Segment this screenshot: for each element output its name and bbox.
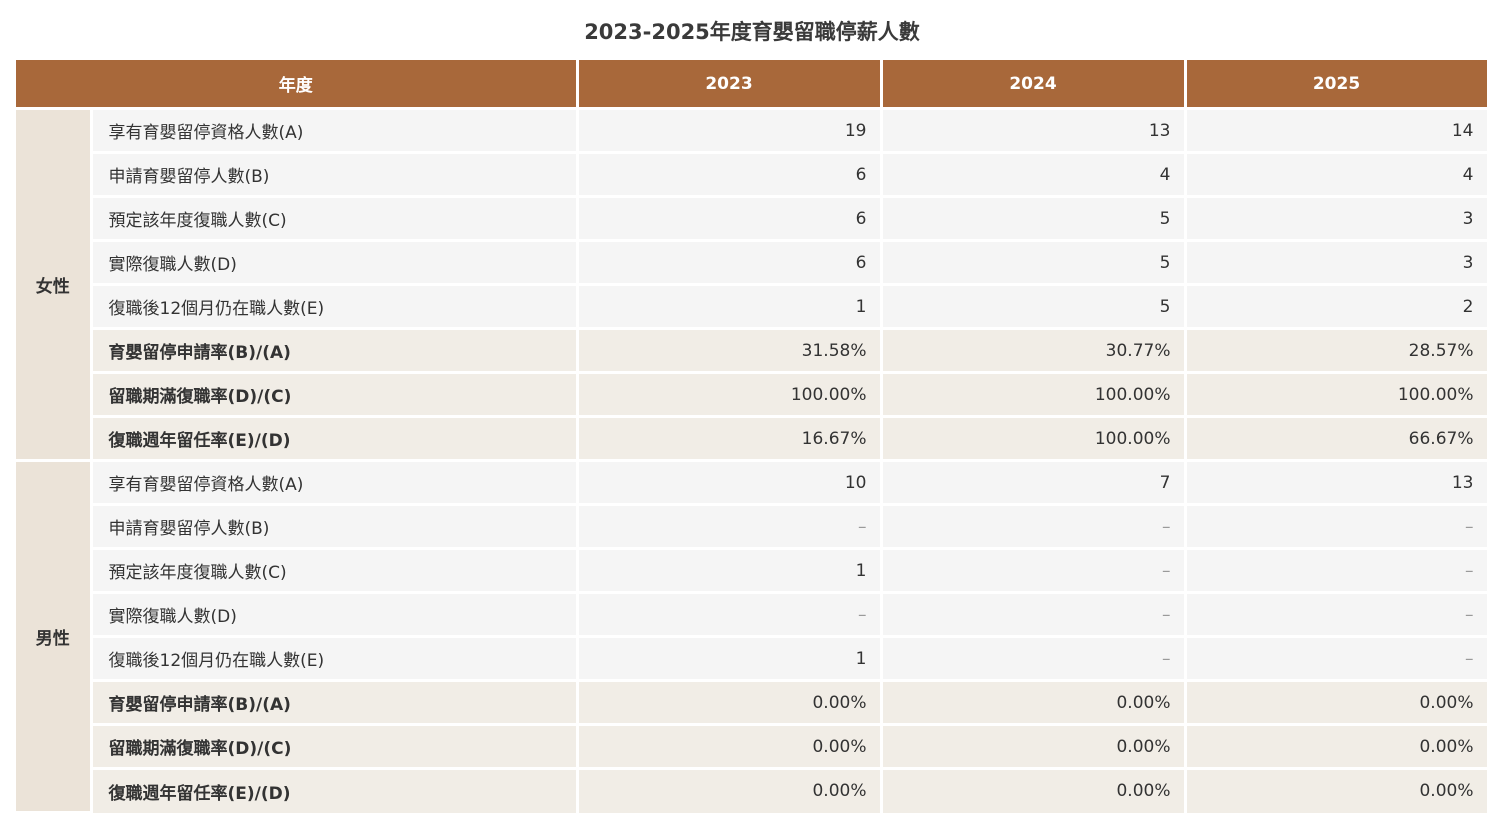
row-label: 復職後12個月仍在職人數(E) [89, 283, 579, 330]
header-year-2023: 2023 [575, 57, 883, 110]
table-row: 預定該年度復職人數(C) 6 5 3 [16, 195, 1490, 242]
cell-value: – [879, 547, 1187, 594]
header-year-label: 年度 [16, 57, 579, 110]
row-label: 享有育嬰留停資格人數(A) [89, 459, 579, 506]
row-label: 留職期滿復職率(D)/(C) [89, 371, 579, 418]
cell-value: 1 [575, 283, 883, 330]
cell-value: – [1183, 503, 1490, 550]
cell-value: 0.00% [879, 723, 1187, 770]
header-year-2025: 2025 [1183, 57, 1490, 110]
cell-value: 13 [879, 107, 1187, 154]
cell-value: 0.00% [1183, 679, 1490, 726]
cell-value: 1 [575, 635, 883, 682]
table-row: 復職後12個月仍在職人數(E) 1 5 2 [16, 283, 1490, 330]
header-year-2024: 2024 [879, 57, 1187, 110]
cell-value: 100.00% [879, 371, 1187, 418]
cell-value: – [1183, 635, 1490, 682]
cell-value: 6 [575, 195, 883, 242]
cell-value: 0.00% [879, 767, 1187, 813]
table-row: 留職期滿復職率(D)/(C) 100.00% 100.00% 100.00% [16, 371, 1490, 418]
row-label: 實際復職人數(D) [89, 239, 579, 286]
cell-value: 66.67% [1183, 415, 1490, 462]
cell-value: – [879, 503, 1187, 550]
cell-value: 13 [1183, 459, 1490, 506]
table-title: 2023-2025年度育嬰留職停薪人數 [584, 20, 920, 44]
table-row: 申請育嬰留停人數(B) – – – [16, 503, 1490, 550]
cell-value: 6 [575, 151, 883, 198]
cell-value: 100.00% [879, 415, 1187, 462]
cell-value: 10 [575, 459, 883, 506]
cell-value: 3 [1183, 195, 1490, 242]
cell-value: 5 [879, 283, 1187, 330]
row-label: 育嬰留停申請率(B)/(A) [89, 327, 579, 374]
cell-value: – [879, 635, 1187, 682]
cell-value: 100.00% [575, 371, 883, 418]
table-row: 育嬰留停申請率(B)/(A) 0.00% 0.00% 0.00% [16, 679, 1490, 726]
header-row: 年度 2023 2024 2025 [16, 57, 1490, 110]
cell-value: 3 [1183, 239, 1490, 286]
cell-value: – [575, 503, 883, 550]
cell-value: 16.67% [575, 415, 883, 462]
cell-value: 0.00% [1183, 767, 1490, 813]
cell-value: 0.00% [879, 679, 1187, 726]
table-row: 男性 享有育嬰留停資格人數(A) 10 7 13 [16, 459, 1490, 814]
table-row: 復職週年留任率(E)/(D) 16.67% 100.00% 66.67% [16, 415, 1490, 462]
table-row: 育嬰留停申請率(B)/(A) 31.58% 30.77% 28.57% [16, 327, 1490, 374]
table-row: 女性 享有育嬰留停資格人數(A) 19 13 14 [16, 107, 1490, 462]
cell-value: 100.00% [1183, 371, 1490, 418]
cell-value: 14 [1183, 107, 1490, 154]
cell-value: 30.77% [879, 327, 1187, 374]
cell-value: 31.58% [575, 327, 883, 374]
cell-value: 5 [879, 195, 1187, 242]
cell-value: 5 [879, 239, 1187, 286]
table-body: 女性 享有育嬰留停資格人數(A) 19 13 14 申請育嬰留停人數(B) 6 4 4 預定該年度… [16, 107, 1490, 814]
cell-value: 0.00% [575, 679, 883, 726]
cell-value: 4 [1183, 151, 1490, 198]
table-row: 復職後12個月仍在職人數(E) 1– – [16, 635, 1490, 682]
row-label: 育嬰留停申請率(B)/(A) [89, 679, 579, 726]
row-label: 復職週年留任率(E)/(D) [89, 415, 579, 462]
cell-value: – [575, 591, 883, 638]
row-label: 復職週年留任率(E)/(D) [89, 767, 579, 813]
row-label: 享有育嬰留停資格人數(A) [89, 107, 579, 154]
gender-group-label: 女性 [16, 107, 93, 462]
row-label: 預定該年度復職人數(C) [89, 547, 579, 594]
table-row: 申請育嬰留停人數(B) 6 4 4 [16, 151, 1490, 198]
cell-value: – [1183, 547, 1490, 594]
cell-value: 0.00% [1183, 723, 1490, 770]
row-label: 實際復職人數(D) [89, 591, 579, 638]
row-label: 留職期滿復職率(D)/(C) [89, 723, 579, 770]
row-label: 申請育嬰留停人數(B) [89, 151, 579, 198]
cell-value: – [879, 591, 1187, 638]
cell-value: 6 [575, 239, 883, 286]
cell-value: 0.00% [575, 723, 883, 770]
cell-value: 2 [1183, 283, 1490, 330]
cell-value: – [1183, 591, 1490, 638]
table-row: 實際復職人數(D) – – – [16, 591, 1490, 638]
cell-value: 4 [879, 151, 1187, 198]
row-label: 預定該年度復職人數(C) [89, 195, 579, 242]
cell-value: 1 [575, 547, 883, 594]
cell-value: 7 [879, 459, 1187, 506]
row-label: 申請育嬰留停人數(B) [89, 503, 579, 550]
cell-value: 19 [575, 107, 883, 154]
table-row: 復職週年留任率(E)/(D) 0.00% 0.00% 0.00% [16, 767, 1490, 813]
table-row: 實際復職人數(D) 6 5 3 [16, 239, 1490, 286]
cell-value: 28.57% [1183, 327, 1490, 374]
gender-group-label: 男性 [16, 459, 93, 814]
parental-leave-table: 年度 2023 2024 2025 女性 享有育嬰留停資格人數(A) 19 13 14 申… [16, 57, 1490, 814]
cell-value: 0.00% [575, 767, 883, 813]
table-row: 留職期滿復職率(D)/(C) 0.00% 0.00% 0.00% [16, 723, 1490, 770]
row-label: 復職後12個月仍在職人數(E) [89, 635, 579, 682]
table-row: 預定該年度復職人數(C) 1– – [16, 547, 1490, 594]
